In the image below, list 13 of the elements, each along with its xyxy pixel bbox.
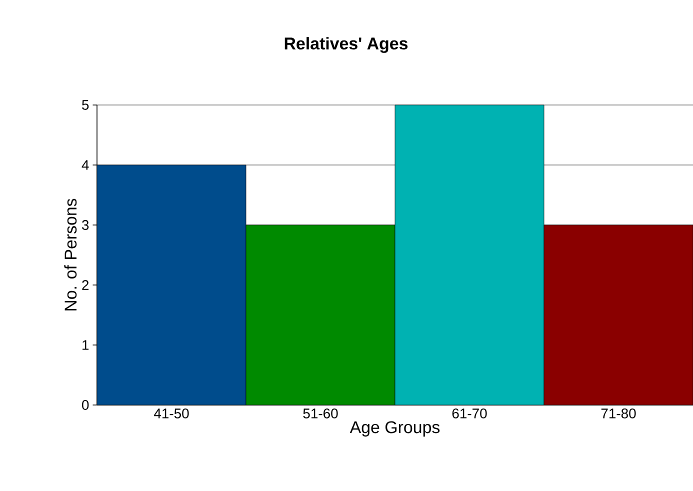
x-tick-label: 51-60 [303,408,338,418]
y-tick-label: 3 [82,220,89,230]
y-tick-label: 1 [82,340,89,350]
y-tick-label: 2 [82,280,89,290]
y-tick-label: 5 [82,100,89,110]
x-tick-label: 41-50 [154,408,189,418]
y-tick-label: 0 [82,400,89,410]
y-tick-label: 4 [82,160,89,170]
x-tick-label: 61-70 [452,408,487,418]
y-axis-title: No. of Persons [64,198,77,310]
x-tick-label: 71-80 [601,408,636,418]
chart-title: Relatives' Ages [284,37,408,53]
x-axis-title: Age Groups [350,421,440,437]
